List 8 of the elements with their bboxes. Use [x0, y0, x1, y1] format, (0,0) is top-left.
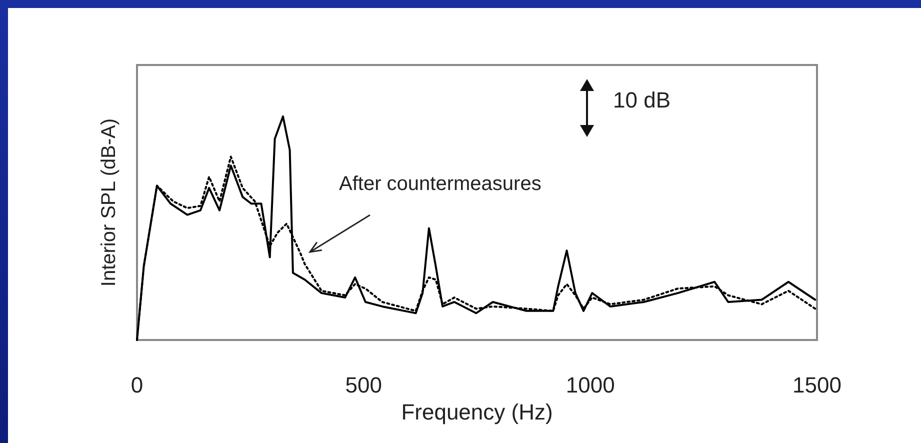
x-tick-label: 1500: [792, 372, 842, 398]
x-tick-label: 0: [130, 372, 144, 398]
y-axis-title: Interior SPL (dB-A): [98, 118, 120, 287]
text: 10 dB: [613, 88, 670, 112]
x-axis-title: Frequency (Hz): [401, 399, 553, 424]
annotation: After countermeasures: [339, 173, 542, 195]
x-tick-label: 1000: [566, 372, 615, 398]
x-tick-label: 500: [345, 372, 382, 398]
